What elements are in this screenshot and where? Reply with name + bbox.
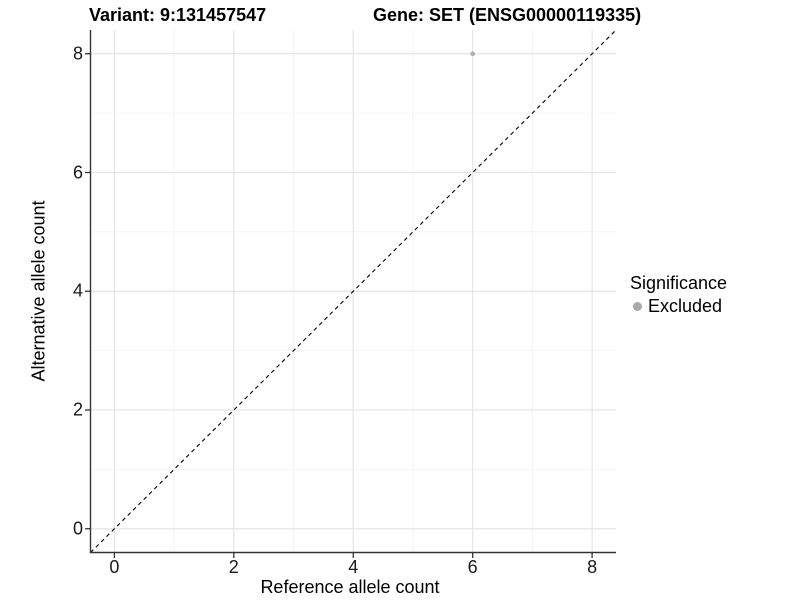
- y-tick-label-2: 2: [72, 399, 83, 420]
- x-tick-label-4: 4: [348, 557, 359, 577]
- x-tick-label-2: 2: [228, 557, 239, 577]
- legend-item-label: Excluded: [648, 296, 723, 316]
- identity-reference-line: [90, 29, 617, 553]
- y-axis-title: Alternative allele count: [28, 200, 49, 382]
- legend-item-excluded: Excluded: [630, 296, 727, 316]
- plot-title-gene: Gene: SET (ENSG00000119335): [373, 5, 642, 25]
- legend-title: Significance: [630, 273, 728, 293]
- excluded-point-icon: [633, 301, 642, 311]
- y-tick-label-4: 4: [72, 280, 83, 301]
- data-point-excluded: [470, 51, 476, 57]
- y-tick-label-0: 0: [72, 518, 83, 539]
- x-tick-label-0: 0: [109, 557, 120, 577]
- x-tick-label-8: 8: [587, 557, 598, 577]
- legend: Significance Excluded: [630, 272, 727, 316]
- x-tick-label-6: 6: [467, 557, 478, 577]
- y-tick-label-6: 6: [72, 162, 83, 182]
- plot-title-variant: Variant: 9:131457547: [89, 5, 267, 25]
- y-tick-label-8: 8: [72, 43, 83, 64]
- x-axis-title: Reference allele count: [260, 577, 440, 597]
